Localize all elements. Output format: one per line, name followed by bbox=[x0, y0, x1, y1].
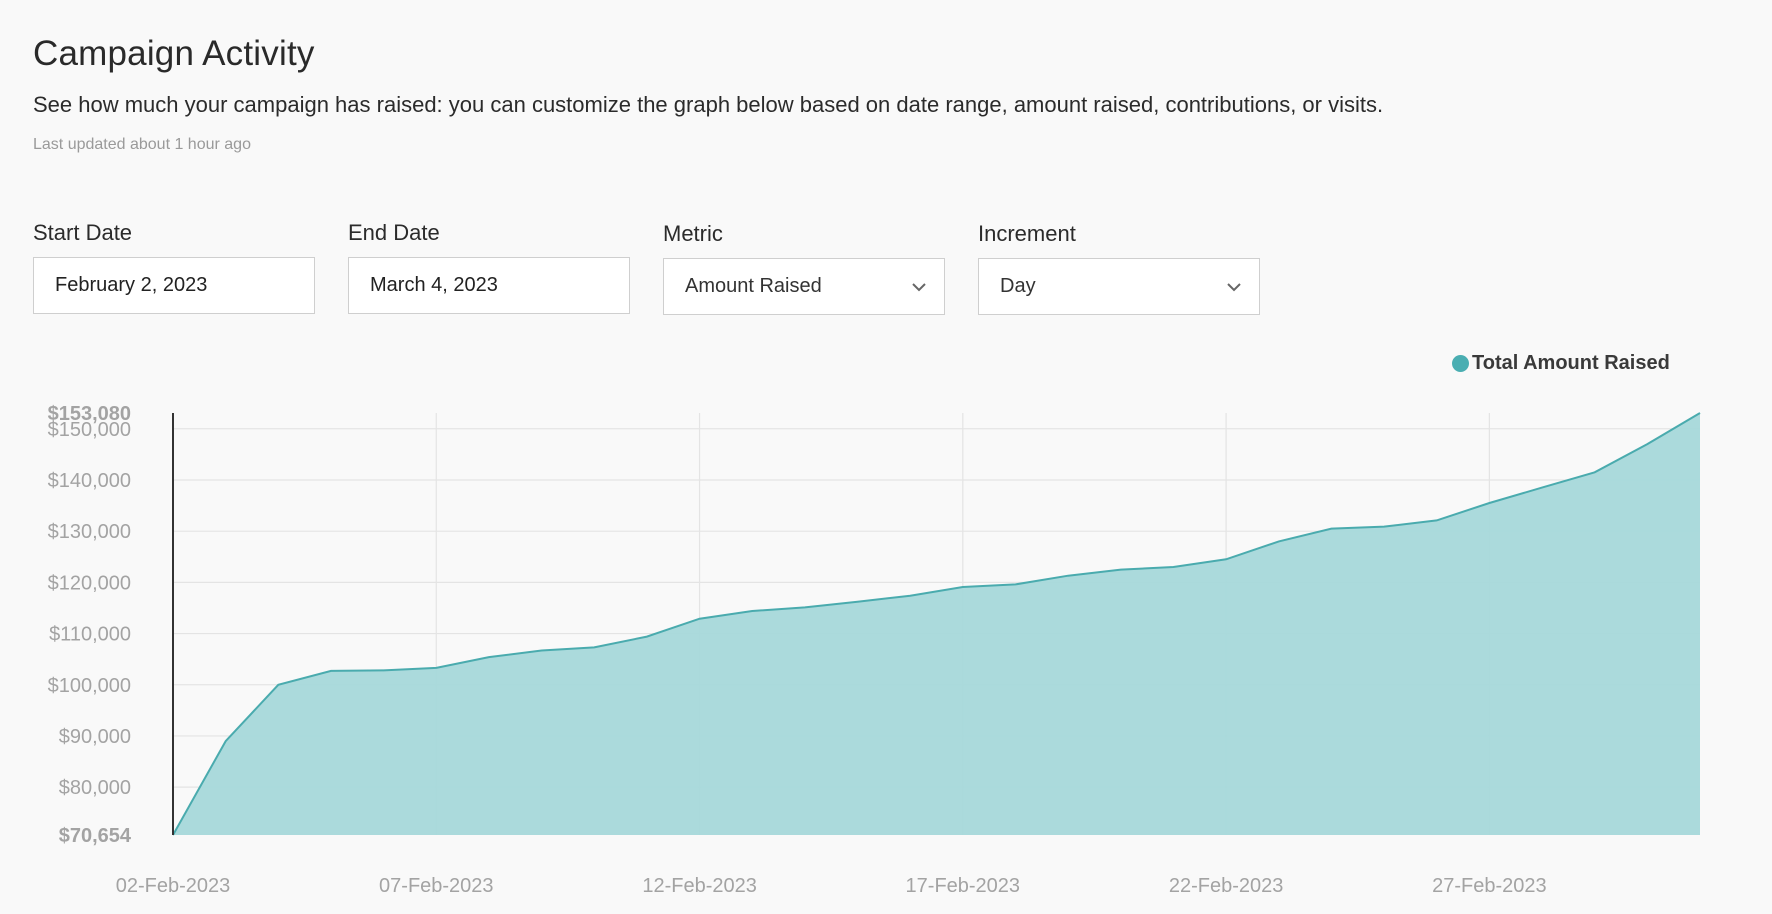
end-date-value: March 4, 2023 bbox=[370, 274, 498, 296]
x-tick-label: 12-Feb-2023 bbox=[642, 875, 757, 897]
y-tick-label: $80,000 bbox=[59, 777, 131, 799]
y-tick-label: $110,000 bbox=[49, 624, 131, 646]
start-date-filter: Start Date February 2, 2023 bbox=[33, 220, 315, 314]
start-date-value: February 2, 2023 bbox=[55, 274, 208, 296]
y-tick-label: $90,000 bbox=[59, 726, 131, 748]
page-description: See how much your campaign has raised: y… bbox=[33, 92, 1384, 117]
chevron-down-icon bbox=[912, 282, 926, 291]
start-date-label: Start Date bbox=[33, 220, 133, 245]
end-date-label: End Date bbox=[348, 220, 440, 245]
end-date-input[interactable]: March 4, 2023 bbox=[348, 257, 630, 314]
series-line bbox=[172, 412, 1701, 836]
y-tick-label: $70,654 bbox=[59, 825, 132, 847]
last-updated-text: Last updated about 1 hour ago bbox=[33, 136, 251, 153]
metric-label: Metric bbox=[663, 221, 723, 246]
metric-select[interactable]: Amount Raised bbox=[663, 258, 945, 315]
x-tick-label: 17-Feb-2023 bbox=[906, 875, 1021, 897]
legend-label: Total Amount Raised bbox=[1472, 352, 1670, 374]
y-tick-label: $150,000 bbox=[48, 419, 131, 441]
page-title: Campaign Activity bbox=[33, 34, 315, 73]
chart-legend: Total Amount Raised bbox=[1452, 352, 1670, 375]
y-tick-label: $120,000 bbox=[48, 572, 131, 594]
end-date-filter: End Date March 4, 2023 bbox=[348, 220, 630, 314]
increment-filter: Increment Day bbox=[978, 221, 1260, 315]
metric-filter: Metric Amount Raised bbox=[663, 221, 945, 315]
series-area bbox=[173, 413, 1700, 835]
y-tick-label: $100,000 bbox=[48, 675, 131, 697]
x-tick-label: 27-Feb-2023 bbox=[1432, 875, 1547, 897]
legend-dot bbox=[1452, 355, 1469, 372]
chevron-down-icon bbox=[1227, 282, 1241, 291]
x-tick-label: 22-Feb-2023 bbox=[1169, 875, 1284, 897]
amount-raised-chart: $153,080$150,000 $140,000 $130,000 $120,000… bbox=[48, 403, 1701, 897]
increment-select[interactable]: Day bbox=[978, 258, 1260, 315]
y-tick-label: $140,000 bbox=[48, 470, 131, 492]
x-tick-label: 07-Feb-2023 bbox=[379, 875, 494, 897]
y-tick-label: $130,000 bbox=[48, 521, 131, 543]
metric-value: Amount Raised bbox=[685, 275, 822, 297]
increment-label: Increment bbox=[978, 221, 1076, 246]
increment-value: Day bbox=[1000, 275, 1036, 297]
start-date-input[interactable]: February 2, 2023 bbox=[33, 257, 315, 314]
y-tick-label: $153,080 bbox=[48, 403, 131, 425]
x-tick-label: 02-Feb-2023 bbox=[116, 875, 231, 897]
